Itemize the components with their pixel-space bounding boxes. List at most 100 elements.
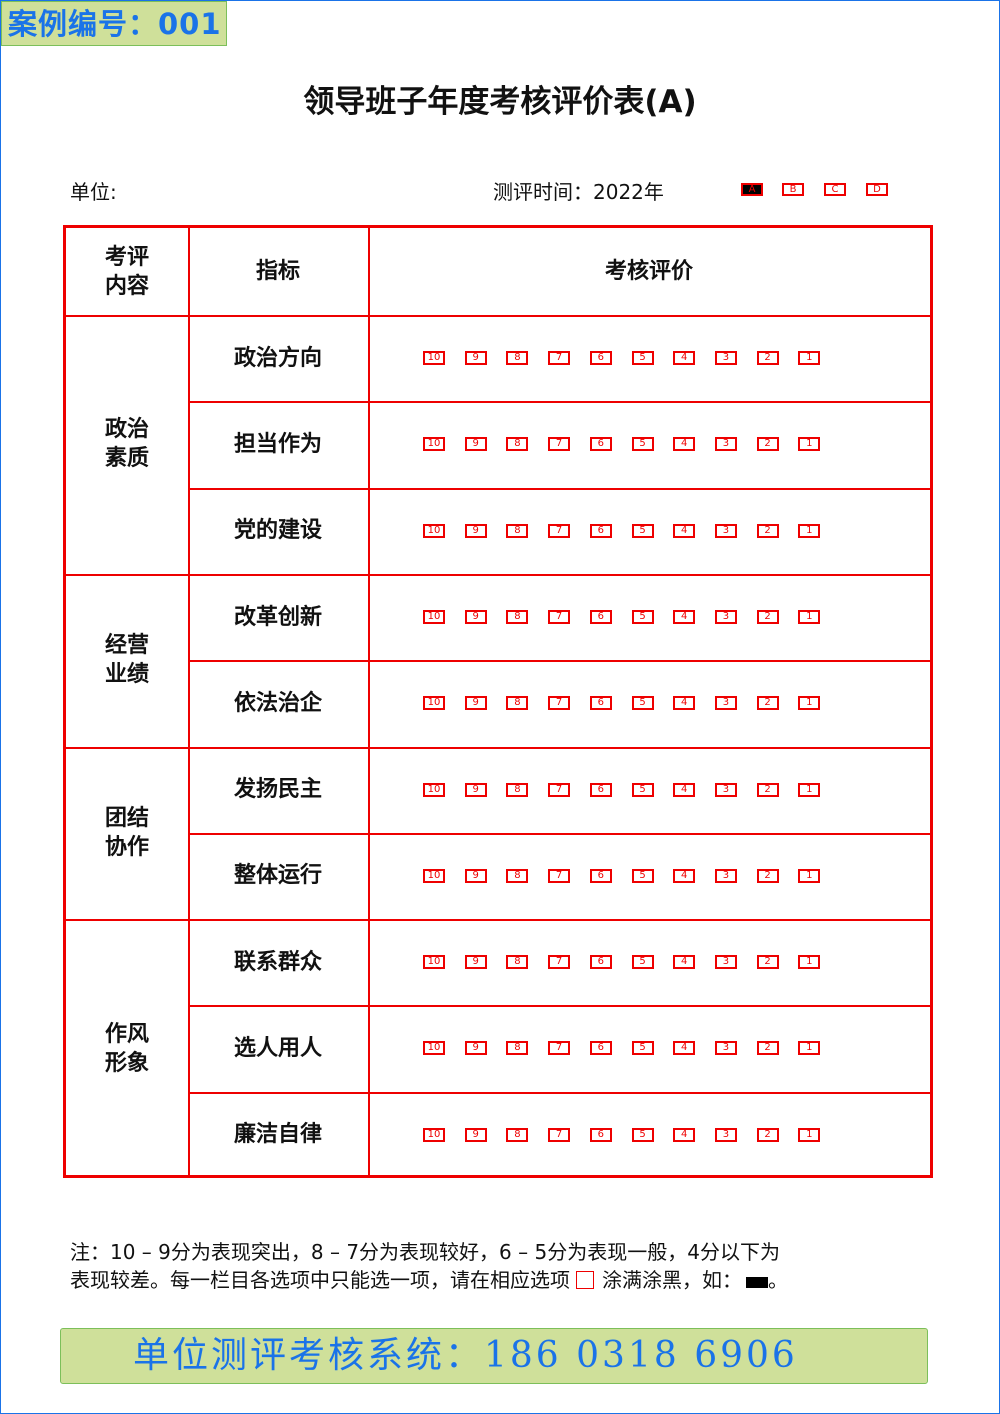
score-box-2[interactable]: 2 [756,437,779,452]
version-box-d[interactable]: D [866,183,888,196]
score-box-2[interactable]: 2 [756,523,779,538]
score-box-4[interactable]: 4 [673,868,696,883]
score-box-5[interactable]: 5 [631,609,654,624]
score-box-6[interactable]: 6 [589,1127,612,1142]
score-box-1[interactable]: 1 [798,782,821,797]
score-box-7[interactable]: 7 [548,437,571,452]
score-box-6[interactable]: 6 [589,437,612,452]
score-box-2[interactable]: 2 [756,696,779,711]
version-box-a[interactable]: A [741,183,763,196]
score-box-2[interactable]: 2 [756,868,779,883]
score-box-10[interactable]: 10 [423,351,445,365]
score-box-8[interactable]: 8 [506,868,529,883]
score-box-3[interactable]: 3 [714,1127,737,1142]
score-box-10[interactable]: 10 [423,696,445,711]
score-box-10[interactable]: 10 [423,523,445,538]
score-box-4[interactable]: 4 [673,351,696,365]
score-box-1[interactable]: 1 [798,1127,821,1142]
score-box-9[interactable]: 9 [464,609,487,624]
score-box-6[interactable]: 6 [589,696,612,711]
score-box-10[interactable]: 10 [423,1127,445,1142]
score-box-1[interactable]: 1 [798,609,821,624]
score-box-3[interactable]: 3 [714,782,737,797]
score-box-7[interactable]: 7 [548,609,571,624]
score-box-10[interactable]: 10 [423,955,445,970]
score-box-6[interactable]: 6 [589,1041,612,1056]
score-box-9[interactable]: 9 [464,1041,487,1056]
score-box-9[interactable]: 9 [464,696,487,711]
score-box-7[interactable]: 7 [548,868,571,883]
score-box-8[interactable]: 8 [506,523,529,538]
score-box-3[interactable]: 3 [714,437,737,452]
score-box-7[interactable]: 7 [548,1041,571,1056]
score-box-7[interactable]: 7 [548,696,571,711]
score-box-3[interactable]: 3 [714,609,737,624]
score-box-10[interactable]: 10 [423,437,445,452]
score-box-8[interactable]: 8 [506,782,529,797]
score-box-6[interactable]: 6 [589,955,612,970]
score-box-8[interactable]: 8 [506,696,529,711]
score-box-9[interactable]: 9 [464,437,487,452]
score-box-1[interactable]: 1 [798,523,821,538]
score-box-6[interactable]: 6 [589,782,612,797]
score-box-2[interactable]: 2 [756,609,779,624]
score-box-4[interactable]: 4 [673,523,696,538]
score-box-9[interactable]: 9 [464,351,487,365]
score-box-2[interactable]: 2 [756,1041,779,1056]
score-box-4[interactable]: 4 [673,609,696,624]
score-box-7[interactable]: 7 [548,955,571,970]
score-box-3[interactable]: 3 [714,696,737,711]
score-box-2[interactable]: 2 [756,351,779,365]
score-box-6[interactable]: 6 [589,868,612,883]
score-box-6[interactable]: 6 [589,609,612,624]
score-box-6[interactable]: 6 [589,523,612,538]
score-box-5[interactable]: 5 [631,696,654,711]
score-box-5[interactable]: 5 [631,868,654,883]
score-box-8[interactable]: 8 [506,351,529,365]
score-box-4[interactable]: 4 [673,1127,696,1142]
score-box-9[interactable]: 9 [464,782,487,797]
score-box-3[interactable]: 3 [714,351,737,365]
score-box-9[interactable]: 9 [464,955,487,970]
score-box-7[interactable]: 7 [548,782,571,797]
score-box-3[interactable]: 3 [714,523,737,538]
score-box-8[interactable]: 8 [506,437,529,452]
score-box-10[interactable]: 10 [423,782,445,797]
score-box-1[interactable]: 1 [798,437,821,452]
score-box-5[interactable]: 5 [631,351,654,365]
score-box-8[interactable]: 8 [506,1127,529,1142]
score-box-9[interactable]: 9 [464,523,487,538]
score-box-5[interactable]: 5 [631,1041,654,1056]
score-box-4[interactable]: 4 [673,1041,696,1056]
score-box-2[interactable]: 2 [756,955,779,970]
score-box-1[interactable]: 1 [798,955,821,970]
version-box-c[interactable]: C [824,183,846,196]
score-box-5[interactable]: 5 [631,1127,654,1142]
score-box-9[interactable]: 9 [464,868,487,883]
score-box-4[interactable]: 4 [673,696,696,711]
score-box-7[interactable]: 7 [548,523,571,538]
score-box-5[interactable]: 5 [631,955,654,970]
score-box-4[interactable]: 4 [673,955,696,970]
score-box-3[interactable]: 3 [714,955,737,970]
score-box-10[interactable]: 10 [423,868,445,883]
score-box-1[interactable]: 1 [798,696,821,711]
score-box-8[interactable]: 8 [506,1041,529,1056]
score-box-8[interactable]: 8 [506,609,529,624]
score-box-6[interactable]: 6 [589,351,612,365]
score-box-9[interactable]: 9 [464,1127,487,1142]
score-box-5[interactable]: 5 [631,782,654,797]
score-box-5[interactable]: 5 [631,523,654,538]
score-box-7[interactable]: 7 [548,351,571,365]
score-box-2[interactable]: 2 [756,1127,779,1142]
score-box-4[interactable]: 4 [673,437,696,452]
score-box-1[interactable]: 1 [798,351,821,365]
score-box-5[interactable]: 5 [631,437,654,452]
score-box-1[interactable]: 1 [798,1041,821,1056]
score-box-4[interactable]: 4 [673,782,696,797]
score-box-8[interactable]: 8 [506,955,529,970]
score-box-3[interactable]: 3 [714,1041,737,1056]
score-box-3[interactable]: 3 [714,868,737,883]
version-box-b[interactable]: B [782,183,804,196]
score-box-2[interactable]: 2 [756,782,779,797]
